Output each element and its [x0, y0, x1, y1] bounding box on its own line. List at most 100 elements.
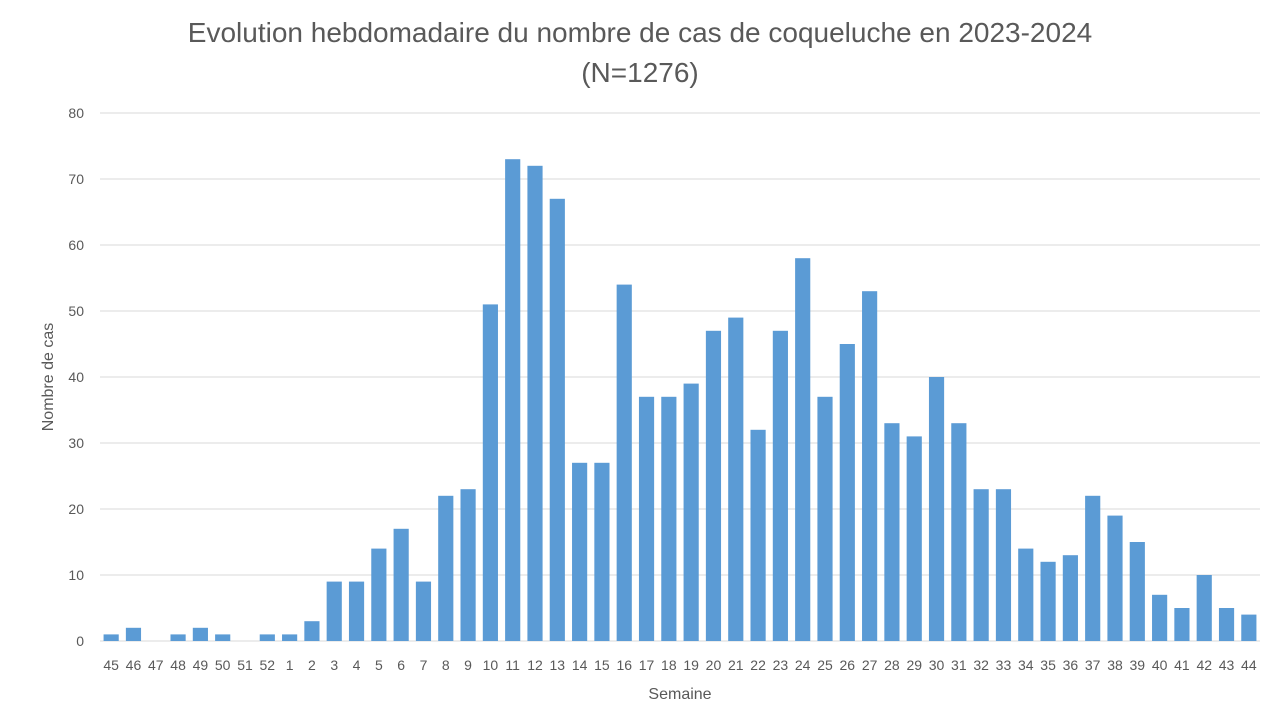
bar-week-31: [951, 423, 967, 641]
y-tick-label: 40: [68, 369, 84, 385]
x-tick-label: 47: [148, 657, 164, 673]
x-tick-label: 5: [375, 657, 383, 673]
bar-week-26: [839, 344, 855, 641]
x-tick-label: 46: [126, 657, 142, 673]
x-tick-label: 15: [594, 657, 610, 673]
bar-week-16: [616, 284, 632, 641]
y-tick-labels: 0 10 20 30 40 50 60 70 80: [68, 105, 84, 649]
bar-week-34: [1018, 548, 1034, 641]
x-tick-label: 8: [442, 657, 450, 673]
chart-title: Evolution hebdomadaire du nombre de cas …: [188, 17, 1092, 48]
bar-week-19: [683, 383, 699, 641]
bar-week-35: [1040, 561, 1056, 641]
x-tick-label: 43: [1219, 657, 1235, 673]
bar-week-25: [817, 396, 833, 641]
x-tick-label: 4: [353, 657, 361, 673]
x-tick-label: 13: [550, 657, 566, 673]
x-tick-label: 26: [840, 657, 856, 673]
x-tick-label: 32: [973, 657, 989, 673]
x-tick-label: 18: [661, 657, 677, 673]
bar-week-10: [482, 304, 498, 641]
bar-week-9: [460, 489, 476, 641]
bar-week-36: [1062, 555, 1078, 641]
x-tick-label: 3: [330, 657, 338, 673]
bars: [103, 159, 1257, 642]
x-tick-label: 28: [884, 657, 900, 673]
y-axis-label: Nombre de cas: [40, 323, 57, 432]
bar-week-5: [371, 548, 387, 641]
bar-week-29: [906, 436, 922, 641]
x-tick-label: 36: [1063, 657, 1079, 673]
x-tick-label: 23: [773, 657, 789, 673]
bar-week-46: [125, 627, 142, 641]
x-tick-label: 20: [706, 657, 722, 673]
bar-week-42: [1196, 575, 1212, 641]
y-tick-label: 10: [68, 567, 84, 583]
bar-week-21: [728, 317, 744, 641]
bar-week-23: [772, 330, 788, 641]
bar-week-37: [1085, 495, 1101, 641]
x-tick-label: 21: [728, 657, 744, 673]
bar-week-30: [928, 377, 945, 641]
y-tick-label: 20: [68, 501, 84, 517]
x-tick-label: 14: [572, 657, 588, 673]
x-tick-label: 24: [795, 657, 811, 673]
bar-week-41: [1174, 608, 1190, 641]
bar-week-13: [549, 198, 565, 642]
bar-week-28: [884, 423, 900, 641]
x-tick-label: 22: [750, 657, 766, 673]
x-tick-label: 52: [260, 657, 276, 673]
bar-week-45: [103, 634, 119, 641]
y-tick-label: 60: [68, 237, 84, 253]
x-tick-label: 48: [170, 657, 186, 673]
bar-week-11: [505, 159, 521, 641]
x-tick-label: 35: [1040, 657, 1056, 673]
x-tick-label: 10: [483, 657, 499, 673]
x-tick-label: 51: [237, 657, 253, 673]
x-tick-label: 29: [906, 657, 922, 673]
bar-week-49: [192, 627, 208, 641]
bar-week-39: [1129, 542, 1145, 641]
x-tick-label: 42: [1196, 657, 1212, 673]
x-tick-label: 33: [996, 657, 1012, 673]
bar-week-38: [1107, 515, 1123, 641]
x-tick-label: 45: [103, 657, 119, 673]
x-tick-label: 17: [639, 657, 655, 673]
x-axis-label: Semaine: [648, 686, 711, 703]
x-tick-label: 2: [308, 657, 316, 673]
x-tick-label: 44: [1241, 657, 1257, 673]
x-tick-label: 19: [683, 657, 699, 673]
bar-week-32: [973, 489, 989, 641]
x-tick-label: 50: [215, 657, 231, 673]
x-tick-label: 41: [1174, 657, 1190, 673]
x-tick-label: 11: [505, 657, 520, 673]
bar-week-15: [594, 462, 610, 641]
bar-week-14: [572, 462, 588, 641]
x-tick-label: 40: [1152, 657, 1168, 673]
bar-week-44: [1241, 614, 1257, 641]
x-tick-label: 1: [286, 657, 294, 673]
x-tick-label: 31: [951, 657, 967, 673]
x-tick-label: 49: [193, 657, 209, 673]
x-tick-label: 34: [1018, 657, 1034, 673]
bar-week-20: [705, 330, 722, 641]
x-tick-label: 38: [1107, 657, 1123, 673]
bar-week-27: [862, 291, 878, 641]
x-tick-labels: 45 46 47 48 49 50 51 52 1 2 3 4 5 6 7 8 9 10 11 12 13 14 15 16 1…: [103, 657, 1256, 673]
bar-week-50: [215, 634, 231, 641]
y-tick-label: 80: [68, 105, 84, 121]
bar-week-48: [170, 634, 186, 641]
bar-week-12: [527, 165, 543, 642]
y-tick-label: 30: [68, 435, 84, 451]
x-tick-label: 39: [1130, 657, 1146, 673]
bar-week-2: [304, 621, 320, 641]
y-tick-label: 0: [76, 633, 84, 649]
x-tick-label: 6: [397, 657, 405, 673]
x-tick-label: 12: [527, 657, 543, 673]
bar-week-24: [795, 258, 811, 641]
x-tick-label: 9: [464, 657, 472, 673]
x-tick-label: 30: [929, 657, 945, 673]
x-tick-label: 25: [817, 657, 833, 673]
x-tick-label: 7: [420, 657, 428, 673]
